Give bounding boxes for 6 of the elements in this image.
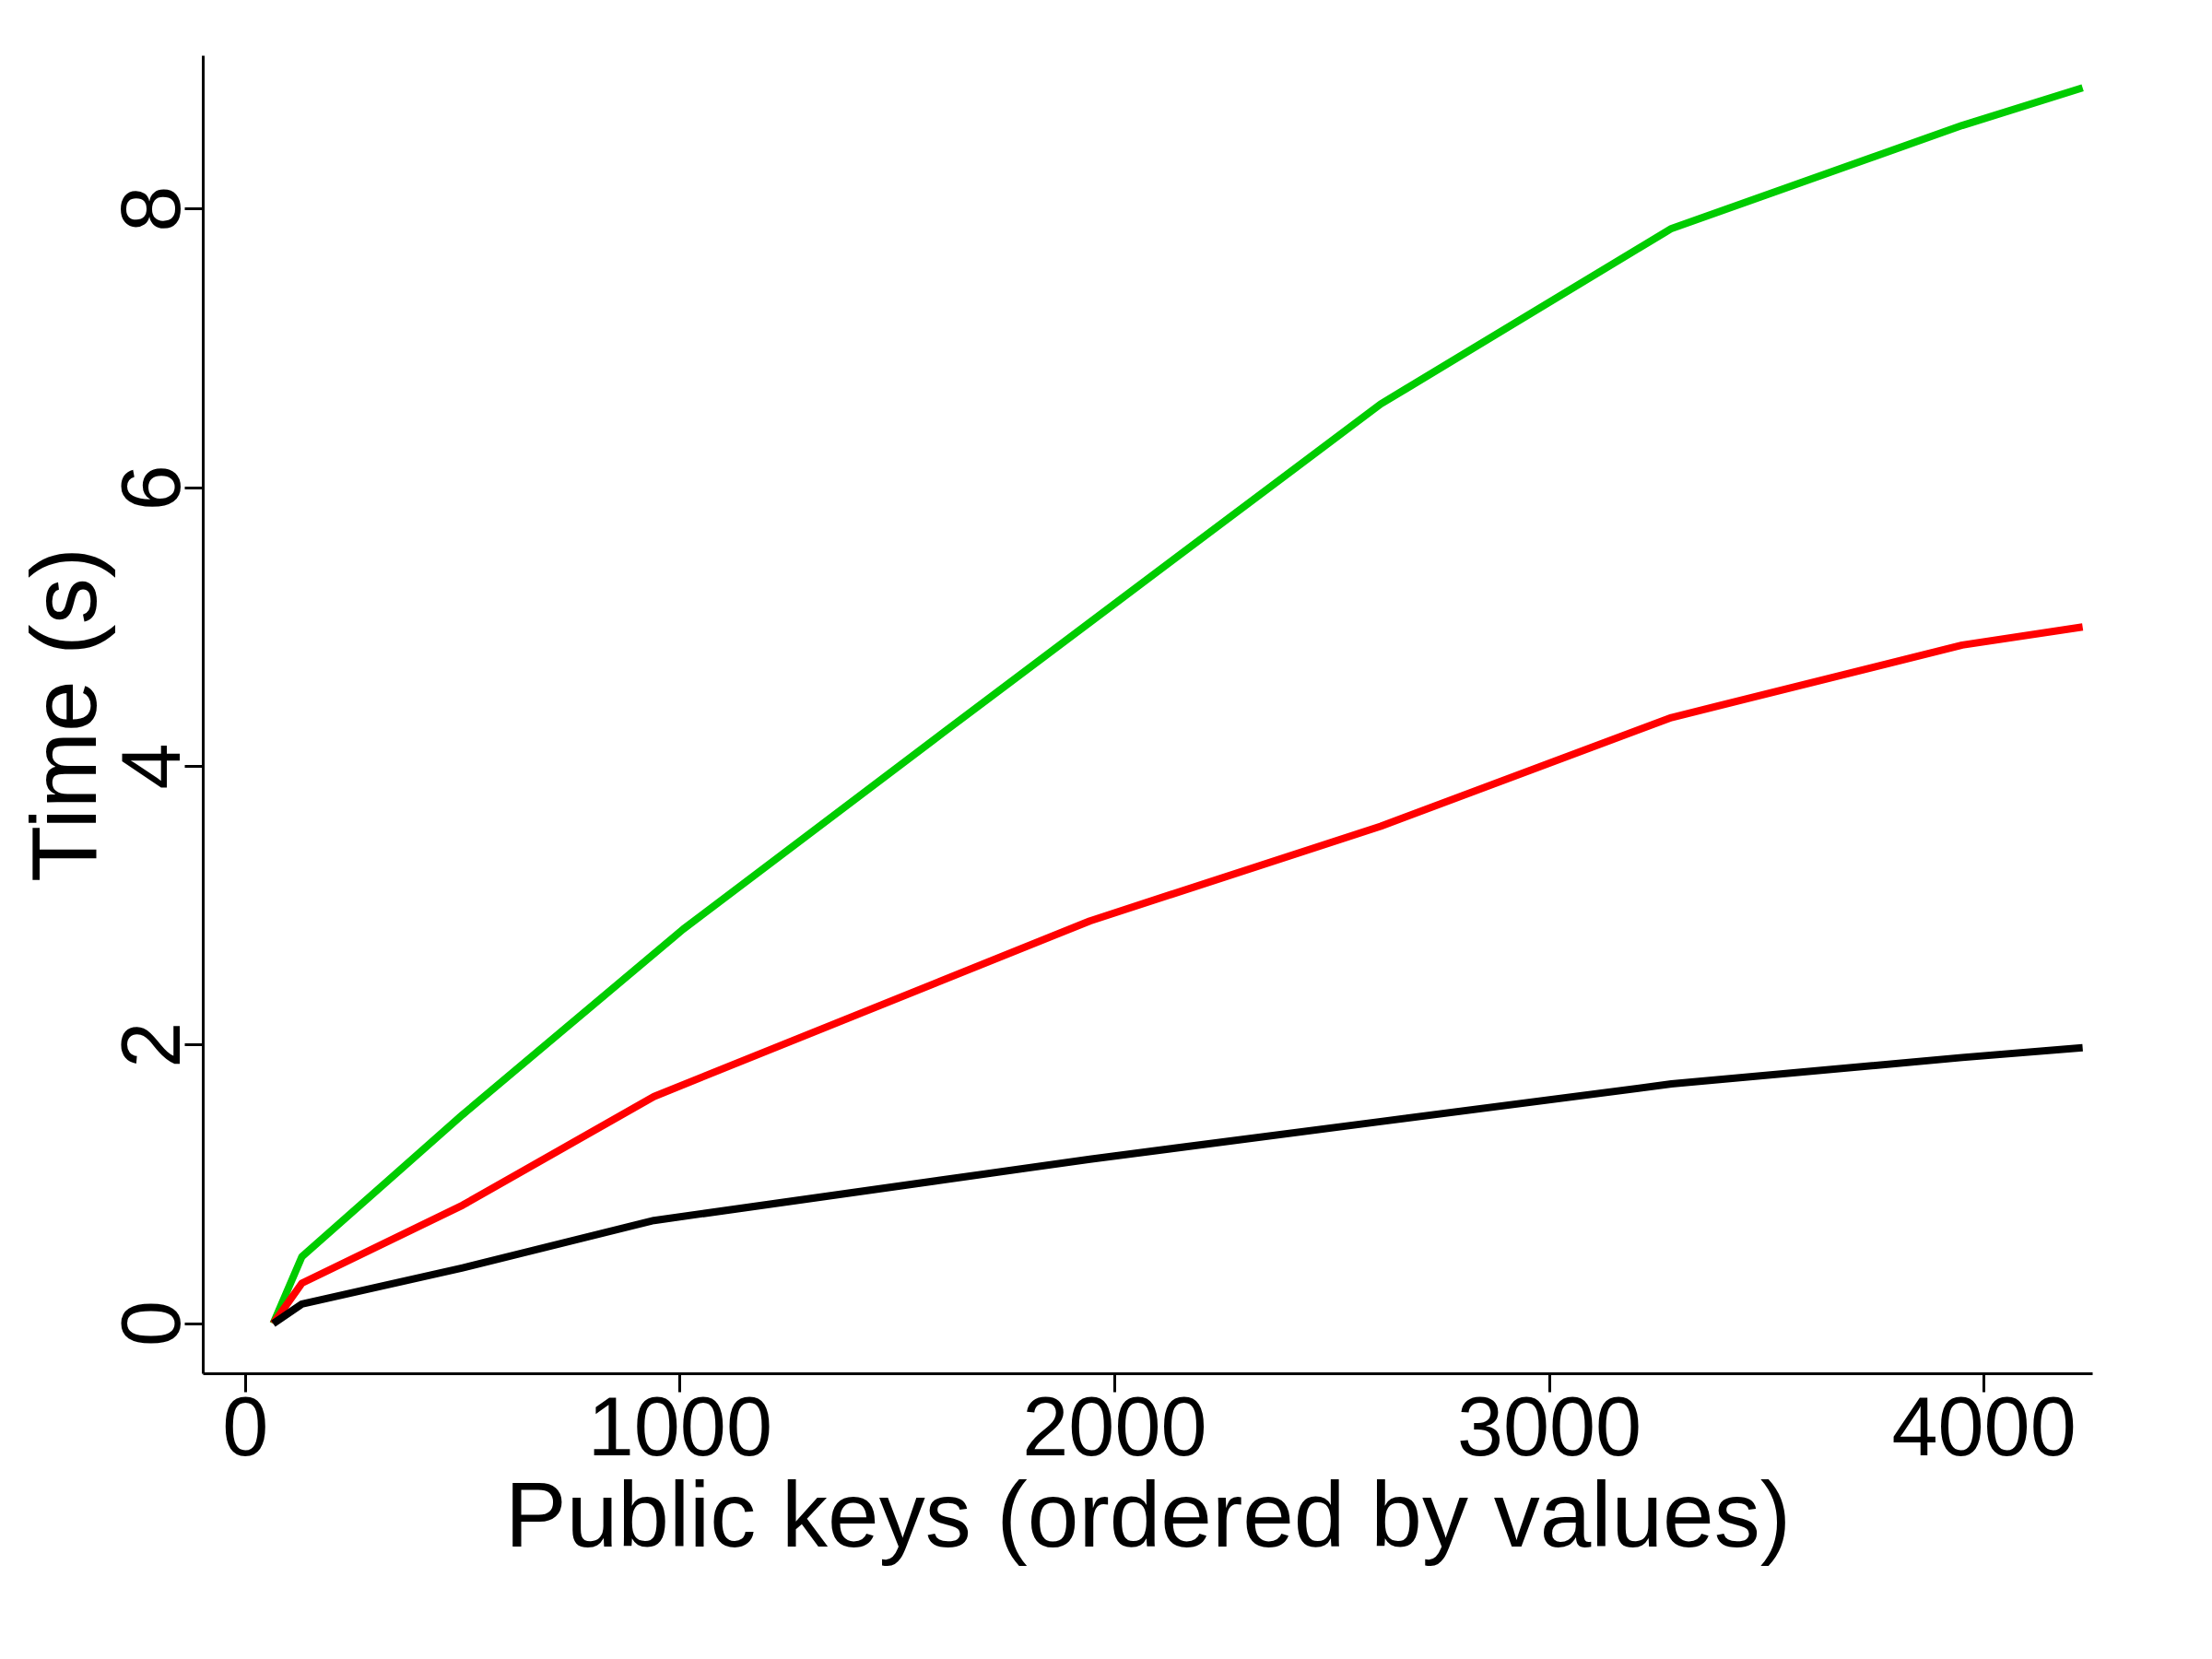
x-tick-label: 0 (222, 1380, 269, 1473)
y-tick-label: 8 (105, 185, 198, 232)
y-tick-label: 2 (105, 1021, 198, 1068)
x-tick-label: 4000 (1891, 1380, 2077, 1473)
y-tick-label: 0 (105, 1300, 198, 1347)
y-tick-label: 6 (105, 465, 198, 512)
